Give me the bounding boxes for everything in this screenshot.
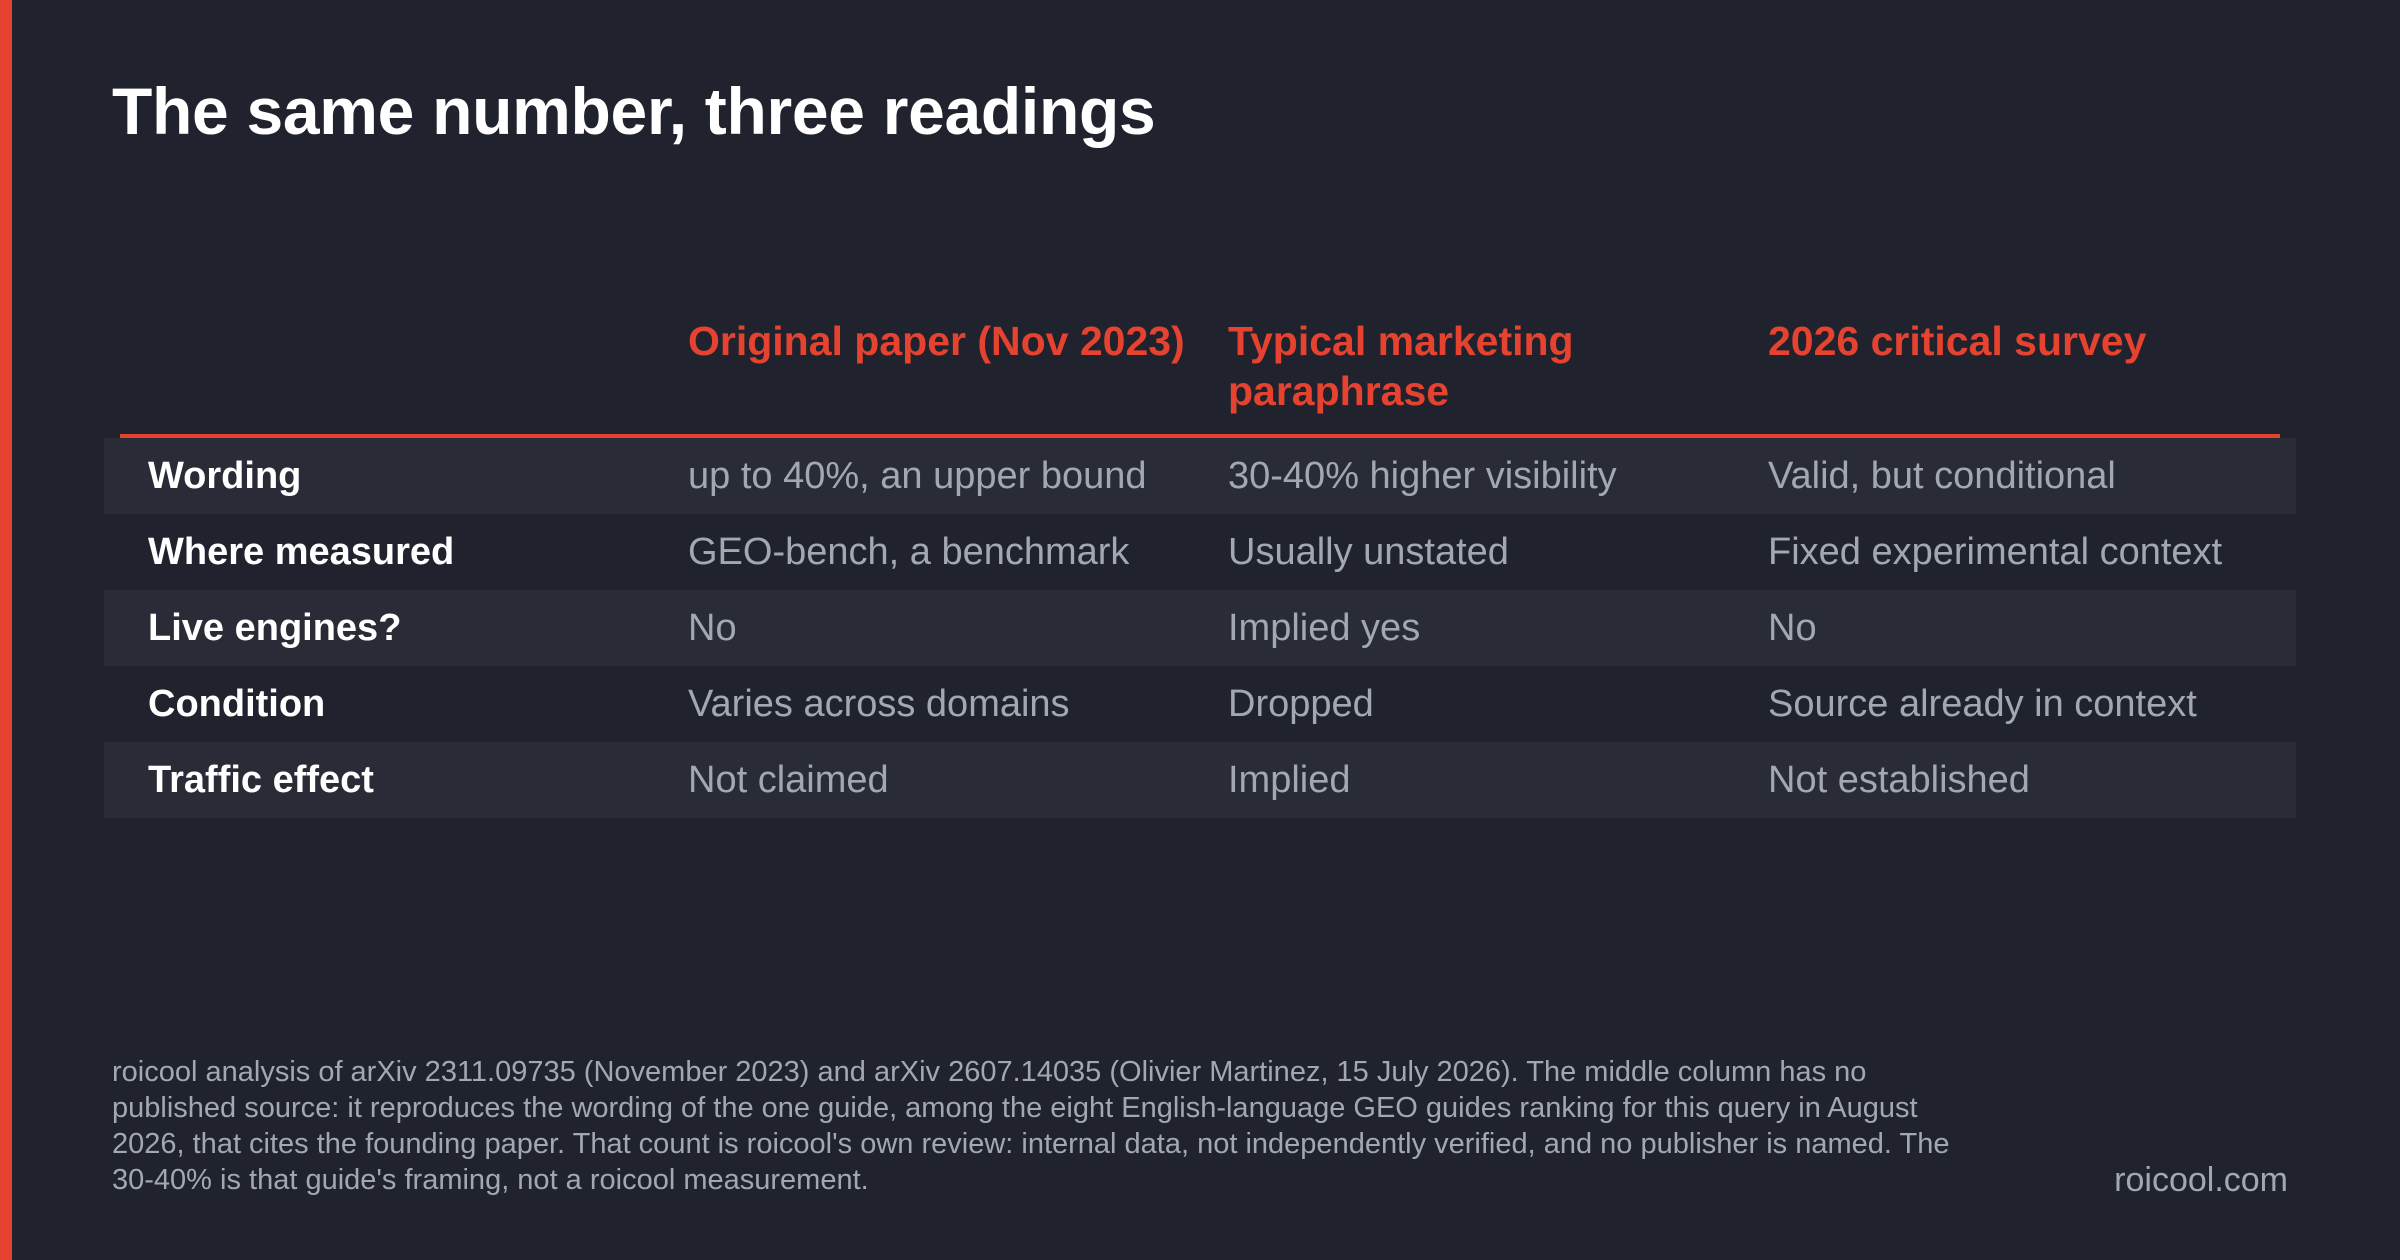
row-label: Traffic effect bbox=[104, 742, 688, 818]
table-cell: Implied bbox=[1228, 742, 1768, 818]
row-label: Live engines? bbox=[104, 590, 688, 666]
table-row: Live engines? No Implied yes No bbox=[104, 590, 2296, 666]
table-cell: GEO-bench, a benchmark bbox=[688, 531, 1130, 573]
table-cell: Usually unstated bbox=[1228, 531, 1509, 573]
table-cell: 30-40% higher visibility bbox=[1228, 438, 1768, 514]
row-label: Wording bbox=[104, 438, 688, 514]
table-header-row: Original paper (Nov 2023) Typical market… bbox=[104, 312, 2296, 434]
table-row: Traffic effect Not claimed Implied Not e… bbox=[104, 742, 2296, 818]
table-cell: Fixed experimental context bbox=[1768, 531, 2223, 573]
table-cell: Varies across domains bbox=[688, 683, 1070, 725]
row-label: Where measured bbox=[148, 531, 455, 573]
table-cell: Not claimed bbox=[688, 742, 1228, 818]
row-label: Condition bbox=[148, 683, 326, 725]
source-note: roicool analysis of arXiv 2311.09735 (No… bbox=[112, 1056, 1950, 1196]
table-cell: No bbox=[1768, 590, 2296, 666]
table-cell: Source already in context bbox=[1768, 683, 2197, 725]
brand-label: roicool.com bbox=[2114, 1161, 2288, 1199]
table-cell: Implied yes bbox=[1228, 590, 1768, 666]
page-title: The same number, three readings bbox=[112, 74, 1156, 148]
table-cell: up to 40%, an upper bound bbox=[688, 438, 1228, 514]
header-empty bbox=[104, 312, 688, 434]
header-original-paper: Original paper (Nov 2023) bbox=[688, 318, 1185, 364]
table-row: Where measured GEO-bench, a benchmark Us… bbox=[104, 514, 2296, 590]
header-divider bbox=[120, 434, 2280, 438]
header-marketing-paraphrase: Typical marketing paraphrase bbox=[1228, 318, 1574, 414]
comparison-table: Original paper (Nov 2023) Typical market… bbox=[104, 312, 2296, 818]
table-cell: Not established bbox=[1768, 742, 2296, 818]
header-critical-survey: 2026 critical survey bbox=[1768, 318, 2147, 364]
table-cell: Valid, but conditional bbox=[1768, 438, 2296, 514]
table-row: Condition Varies across domains Dropped … bbox=[104, 666, 2296, 742]
table-row: Wording up to 40%, an upper bound 30-40%… bbox=[104, 438, 2296, 514]
table-cell: No bbox=[688, 590, 1228, 666]
accent-bar bbox=[0, 0, 12, 1260]
table-cell: Dropped bbox=[1228, 683, 1374, 725]
